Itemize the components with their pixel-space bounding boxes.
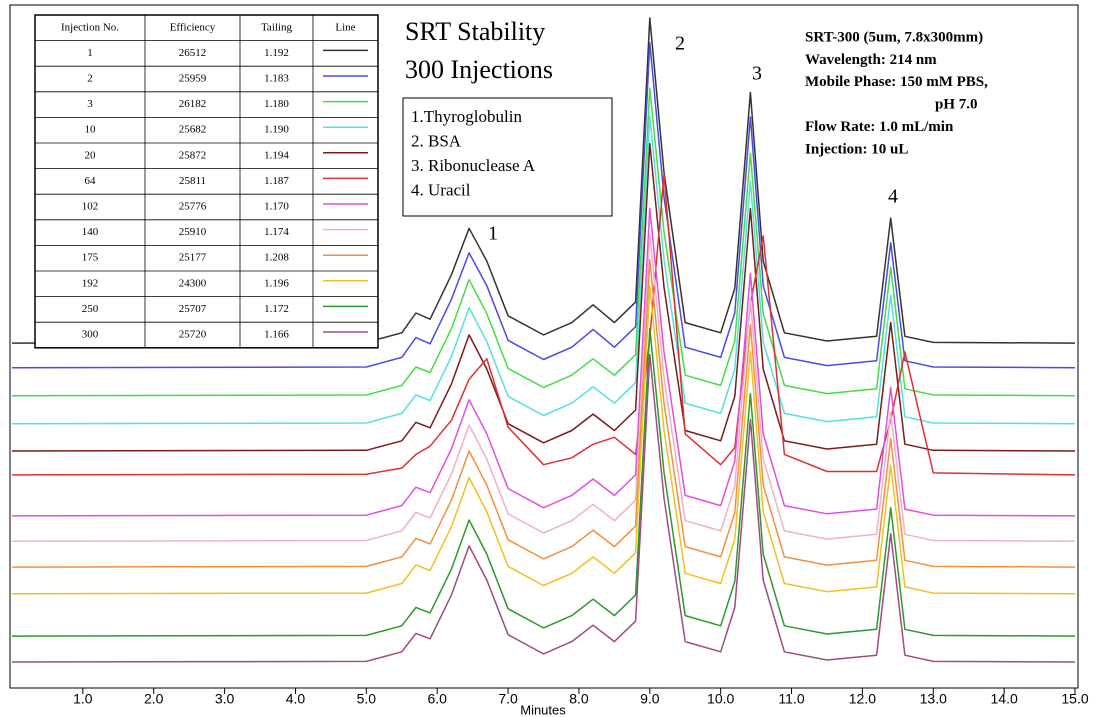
- x-tick-label: 9.0: [640, 691, 660, 707]
- x-tick-label: 14.0: [991, 691, 1018, 707]
- table-cell: 1.172: [264, 303, 289, 315]
- trace: [11, 327, 1076, 637]
- x-tick-label: 3.0: [215, 691, 235, 707]
- table-cell: 25776: [179, 201, 207, 213]
- plot-frame: [9, 4, 1079, 689]
- table-cell: 1.192: [264, 47, 289, 59]
- trace: [11, 207, 1076, 517]
- table-frame: [34, 14, 379, 349]
- table-cell: 1.208: [264, 252, 289, 264]
- table-cell: 25910: [179, 226, 207, 238]
- table-cell: 140: [82, 226, 99, 238]
- x-tick-label: 7.0: [498, 691, 518, 707]
- table-cell: 25682: [179, 124, 207, 136]
- table-cell: 64: [85, 175, 97, 187]
- table-cell: 20: [85, 149, 97, 161]
- trace: [11, 285, 1076, 595]
- table-cell: 25811: [179, 175, 206, 187]
- table-cell: 1: [87, 47, 93, 59]
- table-cell: 1.166: [264, 329, 289, 341]
- peak-label: 1: [488, 223, 498, 245]
- x-axis-label: Minutes: [520, 702, 566, 717]
- table-cell: 26512: [179, 47, 207, 59]
- x-tick-label: 12.0: [849, 691, 876, 707]
- table-cell: 25707: [179, 303, 207, 315]
- table-cell: 250: [82, 303, 99, 315]
- table-header: Efficiency: [170, 21, 216, 33]
- table-cell: 25872: [179, 149, 207, 161]
- peak-label: 3: [752, 63, 762, 85]
- peak-legend-entry: 4. Uracil: [411, 180, 471, 199]
- peak-label: 4: [888, 186, 898, 208]
- trace: [11, 41, 1076, 369]
- x-tick-label: 1.0: [73, 691, 93, 707]
- table-cell: 25177: [179, 252, 207, 264]
- trace: [11, 259, 1076, 568]
- table-cell: 175: [82, 252, 99, 264]
- condition-text: Wavelength: 214 nm: [805, 52, 937, 68]
- trace: [11, 353, 1076, 663]
- table-header: Line: [335, 21, 355, 33]
- x-tick-label: 13.0: [920, 691, 947, 707]
- table-cell: 25959: [179, 73, 207, 85]
- table-cell: 24300: [179, 277, 207, 289]
- chart-title: 300 Injections: [405, 55, 553, 84]
- table-cell: 10: [85, 124, 97, 136]
- x-tick-label: 4.0: [286, 691, 306, 707]
- peak-legend-box: [402, 97, 613, 217]
- table-cell: 1.183: [264, 73, 289, 85]
- condition-text: SRT-300 (5um, 7.8x300mm): [805, 29, 983, 45]
- peak-legend-entry: 3. Ribonuclease A: [411, 156, 536, 175]
- condition-text: Mobile Phase: 150 mM PBS,: [805, 74, 988, 90]
- table-cell: 26182: [179, 98, 207, 110]
- table-cell: 25720: [179, 329, 207, 341]
- table-cell: 1.196: [264, 277, 289, 289]
- table-cell: 1.170: [264, 201, 289, 213]
- x-tick-label: 10.0: [707, 691, 734, 707]
- table-cell: 102: [82, 201, 99, 213]
- table-cell: 1.174: [264, 226, 289, 238]
- condition-text: pH 7.0: [935, 97, 978, 113]
- table-header: Injection No.: [61, 21, 119, 33]
- table-cell: 2: [87, 73, 93, 85]
- table-cell: 1.194: [264, 149, 289, 161]
- x-tick-label: 15.0: [1061, 691, 1088, 707]
- x-tick-label: 2.0: [144, 691, 164, 707]
- trace: [11, 87, 1076, 397]
- x-tick-label: 8.0: [569, 691, 589, 707]
- table-cell: 3: [87, 98, 93, 110]
- table-cell: 300: [82, 329, 99, 341]
- peak-legend-entry: 1.Thyroglobulin: [411, 107, 522, 126]
- table-cell: 1.180: [264, 98, 289, 110]
- x-tick-label: 5.0: [357, 691, 377, 707]
- trace: [11, 17, 1076, 344]
- trace: [11, 142, 1076, 452]
- trace: [11, 233, 1076, 542]
- table-cell: 1.187: [264, 175, 289, 187]
- peak-label: 2: [675, 33, 685, 55]
- chart-title: SRT Stability: [405, 17, 545, 46]
- x-tick-label: 11.0: [778, 691, 804, 707]
- condition-text: Flow Rate: 1.0 mL/min: [805, 119, 954, 135]
- x-tick-label: 6.0: [427, 691, 447, 707]
- peak-legend-entry: 2. BSA: [411, 131, 462, 150]
- table-header: Tailing: [261, 21, 293, 33]
- table-cell: 192: [82, 277, 99, 289]
- trace: [11, 115, 1076, 425]
- condition-text: Injection: 10 uL: [805, 141, 908, 157]
- table-cell: 1.190: [264, 124, 289, 136]
